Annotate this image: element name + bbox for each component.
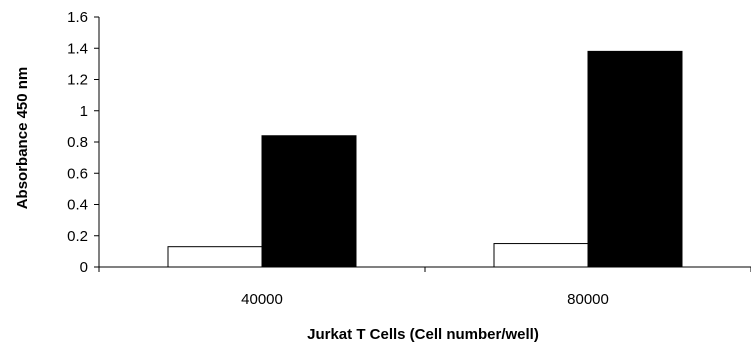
y-tick-label: 0	[80, 259, 88, 276]
bar	[261, 135, 357, 268]
x-tick-label: 40000	[241, 291, 283, 308]
bars	[167, 50, 683, 268]
x-axis-ticks: 40000 80000	[98, 267, 751, 308]
y-tick-label: 0.6	[67, 165, 88, 182]
x-tick-label: 80000	[567, 291, 609, 308]
bar	[167, 246, 263, 268]
bar	[493, 243, 589, 268]
y-tick-label: 1.4	[67, 40, 88, 57]
x-axis-title: Jurkat T Cells (Cell number/well)	[307, 326, 539, 343]
bar	[587, 50, 683, 268]
y-axis-ticks: 0 0.2 0.4 0.6 0.8 1 1.2 1.4 1.6	[67, 9, 99, 276]
y-tick-label: 0.8	[67, 134, 88, 151]
y-tick-label: 0.4	[67, 197, 88, 214]
y-tick-label: 1	[80, 103, 88, 120]
y-tick-label: 1.2	[67, 72, 88, 89]
y-axis-title: Absorbance 450 nm	[14, 67, 31, 210]
y-tick-label: 1.6	[67, 9, 88, 26]
y-tick-label: 0.2	[67, 228, 88, 245]
